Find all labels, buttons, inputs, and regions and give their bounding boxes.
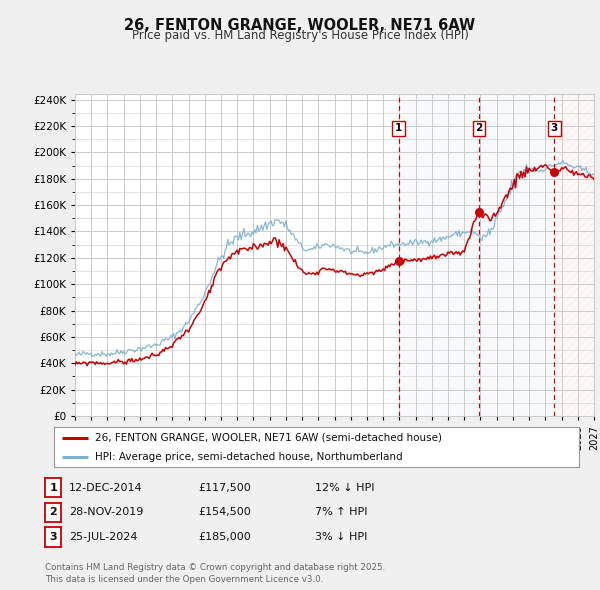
Text: 26, FENTON GRANGE, WOOLER, NE71 6AW: 26, FENTON GRANGE, WOOLER, NE71 6AW <box>124 18 476 32</box>
Bar <box>398 94 479 416</box>
Bar <box>554 94 594 416</box>
Text: £154,500: £154,500 <box>198 507 251 517</box>
Text: £185,000: £185,000 <box>198 532 251 542</box>
Text: 1: 1 <box>49 483 57 493</box>
Text: 12% ↓ HPI: 12% ↓ HPI <box>315 483 374 493</box>
Text: 3: 3 <box>551 123 558 133</box>
Text: 2: 2 <box>475 123 482 133</box>
Text: HPI: Average price, semi-detached house, Northumberland: HPI: Average price, semi-detached house,… <box>95 453 403 462</box>
Text: 12-DEC-2014: 12-DEC-2014 <box>69 483 143 493</box>
Text: 7% ↑ HPI: 7% ↑ HPI <box>315 507 367 517</box>
Text: 1: 1 <box>395 123 403 133</box>
Text: 2: 2 <box>49 507 57 517</box>
Text: 25-JUL-2024: 25-JUL-2024 <box>69 532 137 542</box>
Text: 28-NOV-2019: 28-NOV-2019 <box>69 507 143 517</box>
Text: 26, FENTON GRANGE, WOOLER, NE71 6AW (semi-detached house): 26, FENTON GRANGE, WOOLER, NE71 6AW (sem… <box>95 433 442 443</box>
Text: £117,500: £117,500 <box>198 483 251 493</box>
Text: Price paid vs. HM Land Registry's House Price Index (HPI): Price paid vs. HM Land Registry's House … <box>131 30 469 42</box>
Text: 3% ↓ HPI: 3% ↓ HPI <box>315 532 367 542</box>
Text: Contains HM Land Registry data © Crown copyright and database right 2025.
This d: Contains HM Land Registry data © Crown c… <box>45 563 385 584</box>
Bar <box>479 94 554 416</box>
Text: 3: 3 <box>49 532 57 542</box>
